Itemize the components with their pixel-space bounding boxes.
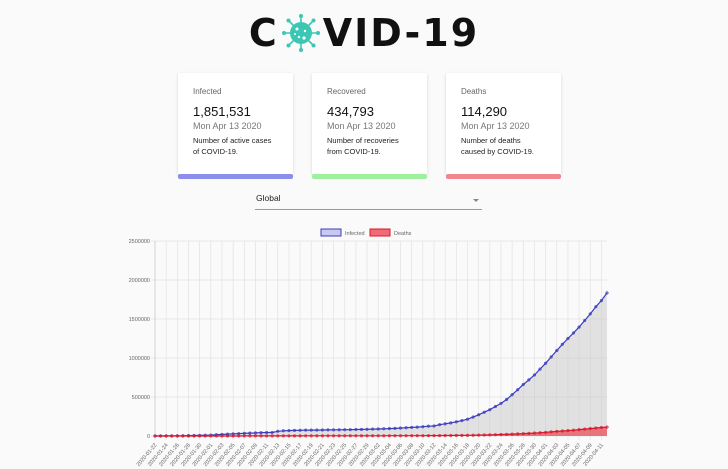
y-tick-label: 2500000	[129, 239, 150, 245]
y-tick-label: 500000	[132, 395, 150, 401]
card-description: Number of deaths caused by COVID-19.	[461, 136, 534, 156]
svg-text:Infected: Infected	[345, 231, 365, 237]
card-color-bar	[312, 174, 427, 179]
card-value: 114,290	[461, 104, 508, 119]
card-date: Mon Apr 13 2020	[193, 121, 262, 131]
stats-cards: Infected 1,851,531 Mon Apr 13 2020 Numbe…	[178, 73, 561, 179]
title-suffix: VID-19	[322, 11, 480, 55]
card-date: Mon Apr 13 2020	[461, 121, 530, 131]
y-tick-label: 2000000	[129, 278, 150, 284]
legend-item-infected[interactable]: Infected	[320, 228, 365, 237]
deaths-card: Deaths 114,290 Mon Apr 13 2020 Number of…	[446, 73, 561, 179]
dropdown-arrow-icon[interactable]	[473, 199, 479, 202]
y-tick-label: 0	[147, 434, 150, 440]
card-color-bar	[178, 174, 293, 179]
deaths-series	[153, 425, 609, 438]
y-tick-label: 1000000	[129, 356, 150, 362]
recovered-card: Recovered 434,793 Mon Apr 13 2020 Number…	[312, 73, 427, 179]
card-value: 1,851,531	[193, 104, 251, 119]
y-tick-label: 1500000	[129, 317, 150, 323]
title-prefix: C	[248, 11, 279, 55]
card-date: Mon Apr 13 2020	[327, 121, 396, 131]
app-title: C VID-19	[0, 10, 728, 56]
country-select-value: Global	[256, 193, 281, 203]
card-label: Deaths	[461, 87, 487, 96]
legend-item-deaths[interactable]: Deaths	[369, 228, 412, 237]
card-description: Number of active cases of COVID-19.	[193, 136, 272, 156]
cases-line-chart: 2020-01-222020-01-242020-01-262020-01-28…	[129, 228, 609, 468]
chart-legend: Infected Deaths	[320, 228, 412, 237]
card-color-bar	[446, 174, 561, 179]
card-value: 434,793	[327, 104, 374, 119]
country-select[interactable]: Global	[255, 193, 482, 210]
virus-icon	[281, 14, 320, 52]
card-label: Infected	[193, 87, 222, 96]
infected-card: Infected 1,851,531 Mon Apr 13 2020 Numbe…	[178, 73, 293, 179]
card-label: Recovered	[327, 87, 366, 96]
svg-text:Deaths: Deaths	[394, 231, 412, 237]
card-description: Number of recoveries from COVID-19.	[327, 136, 399, 156]
